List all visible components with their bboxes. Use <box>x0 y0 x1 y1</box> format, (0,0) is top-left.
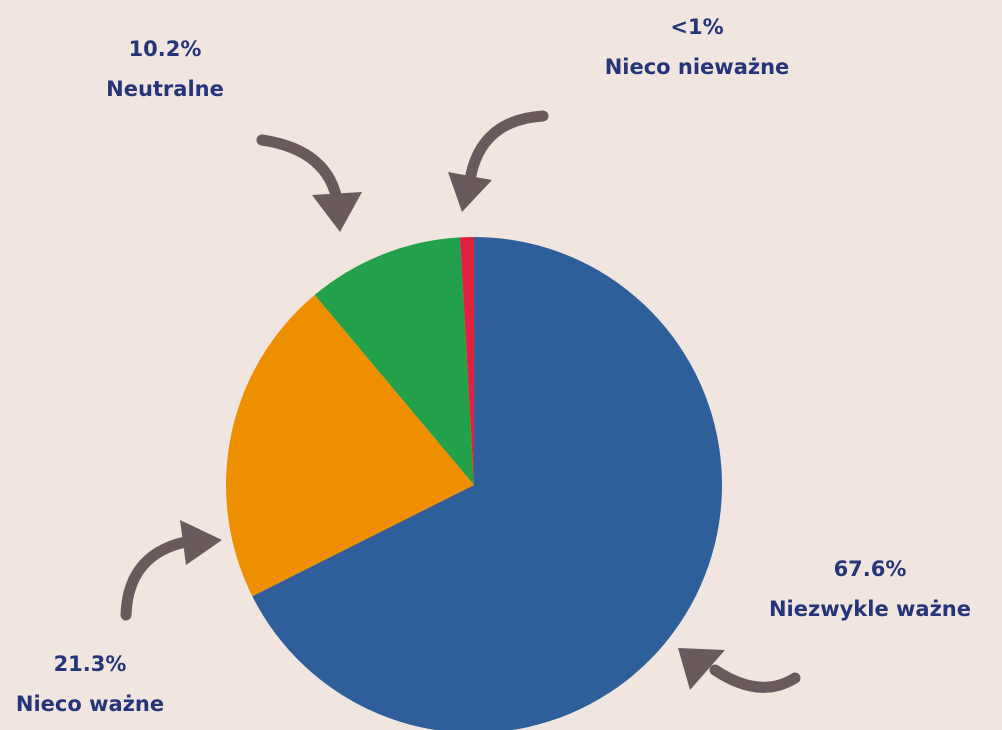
pie-slice <box>252 237 722 730</box>
pie-slice <box>314 237 474 485</box>
arrow-head <box>678 648 725 690</box>
value-label: 67.6% <box>834 557 907 581</box>
category-label: Neutralne <box>106 77 224 101</box>
pie-slice <box>459 237 474 485</box>
arrow-head <box>180 520 222 565</box>
category-label: Niezwykle ważne <box>769 597 971 621</box>
arrow-head <box>312 192 362 232</box>
category-label: Nieco ważne <box>16 692 164 716</box>
arrow <box>120 536 191 621</box>
value-label: 21.3% <box>54 652 127 676</box>
value-label: 10.2% <box>129 37 202 61</box>
arrow-head <box>448 172 492 212</box>
arrow <box>464 110 549 186</box>
arrows <box>120 110 801 693</box>
arrow <box>709 664 801 693</box>
value-label: <1% <box>670 15 723 39</box>
category-label: Nieco nieważne <box>605 55 790 79</box>
pie-slice <box>226 294 474 597</box>
